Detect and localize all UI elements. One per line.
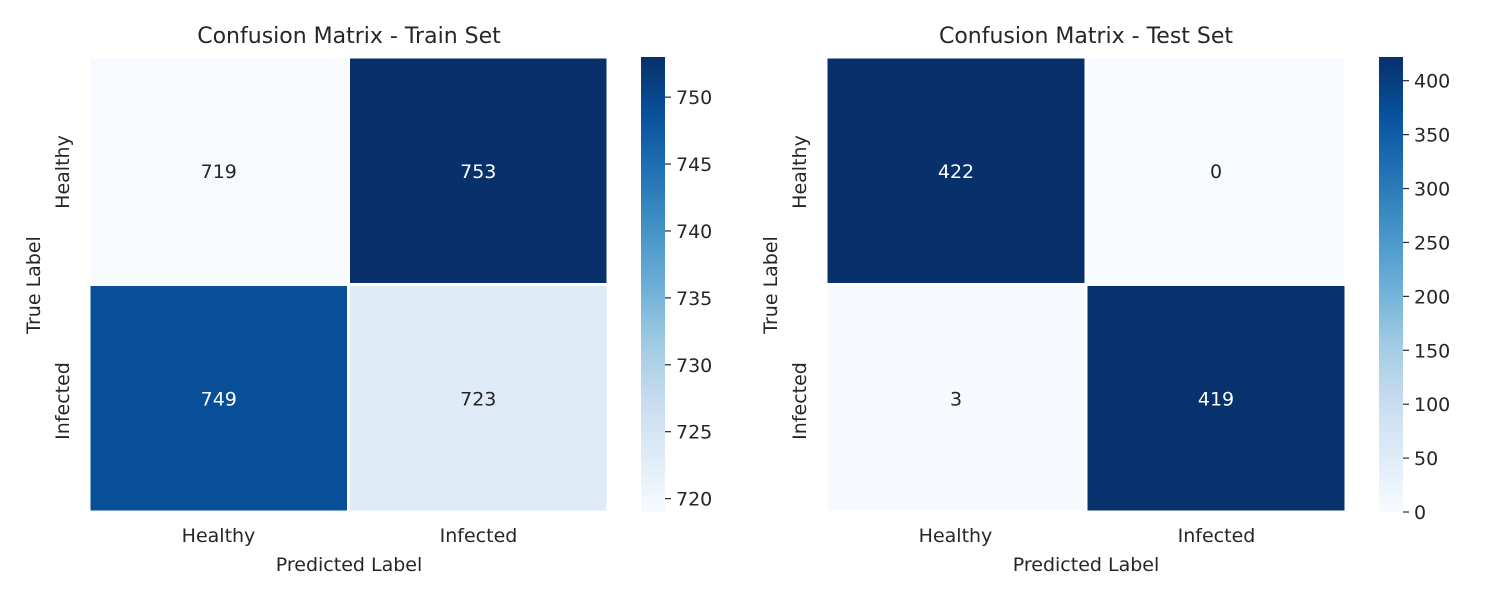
test-colorbar-tick-label: 100 — [1414, 394, 1450, 416]
test-colorbar-tick-label: 150 — [1414, 340, 1450, 362]
train-cell-infected-infected-value: 723 — [460, 388, 496, 410]
test-cell-healthy-infected — [1084, 55, 1348, 286]
test-xlabel: Predicted Label — [1013, 554, 1160, 576]
test-cell-infected-infected-value: 419 — [1198, 388, 1234, 410]
train-xtick-infected: Infected — [440, 525, 518, 547]
test-ytick-infected: Infected — [789, 362, 811, 440]
train-cell-infected-infected — [347, 283, 610, 514]
train-cell-healthy-infected — [347, 55, 610, 286]
train-ytick-healthy: Healthy — [52, 135, 74, 209]
train-colorbar — [641, 57, 665, 512]
train-cell-infected-healthy — [87, 283, 350, 514]
train-matrix-panel: Confusion Matrix - Train Set 719 753 749 72… — [23, 24, 712, 576]
train-colorbar-tick-label: 740 — [676, 221, 712, 243]
train-title: Confusion Matrix - Train Set — [197, 24, 501, 49]
test-cell-healthy-healthy — [824, 55, 1088, 286]
train-colorbar-tick-label: 745 — [676, 154, 712, 176]
train-cell-healthy-healthy-value: 719 — [201, 161, 237, 183]
test-colorbar-tick-label: 400 — [1414, 71, 1450, 93]
test-colorbar-tick-label: 200 — [1414, 286, 1450, 308]
train-ytick-infected: Infected — [52, 362, 74, 440]
test-cell-infected-healthy-value: 3 — [950, 388, 962, 410]
test-colorbar-tick-label: 350 — [1414, 125, 1450, 147]
test-ytick-healthy: Healthy — [789, 135, 811, 209]
train-ylabel: True Label — [23, 236, 45, 335]
test-cell-healthy-infected-value: 0 — [1210, 161, 1222, 183]
test-xtick-healthy: Healthy — [919, 525, 993, 547]
test-colorbar-tick-label: 50 — [1414, 448, 1438, 470]
train-colorbar-tick-label: 735 — [676, 288, 712, 310]
test-title: Confusion Matrix - Test Set — [939, 24, 1233, 49]
test-ylabel: True Label — [760, 236, 782, 335]
train-cell-infected-healthy-value: 749 — [201, 388, 237, 410]
train-colorbar-ticks: 720 725 730 735 740 745 750 — [665, 87, 712, 511]
train-xlabel: Predicted Label — [276, 554, 423, 576]
test-xtick-infected: Infected — [1178, 525, 1256, 547]
test-matrix-panel: Confusion Matrix - Test Set 422 0 3 419 Hea… — [760, 24, 1450, 576]
test-colorbar-tick-label: 250 — [1414, 232, 1450, 254]
train-colorbar-tick-label: 730 — [676, 355, 712, 377]
test-colorbar-tick-label: 0 — [1414, 502, 1426, 524]
train-colorbar-tick-label: 720 — [676, 489, 712, 511]
test-colorbar — [1379, 57, 1403, 512]
test-cells: 422 0 3 419 — [824, 55, 1348, 514]
test-colorbar-tick-label: 300 — [1414, 179, 1450, 201]
train-colorbar-tick-label: 725 — [676, 422, 712, 444]
test-colorbar-ticks: 0 50 100 150 200 250 300 350 400 — [1403, 71, 1450, 524]
train-cell-healthy-infected-value: 753 — [460, 161, 496, 183]
train-cells: 719 753 749 723 — [87, 55, 610, 514]
train-colorbar-tick-label: 750 — [676, 87, 712, 109]
train-cell-healthy-healthy — [87, 55, 350, 286]
test-cell-infected-infected — [1084, 283, 1348, 514]
train-xtick-healthy: Healthy — [182, 525, 256, 547]
test-cell-healthy-healthy-value: 422 — [938, 161, 974, 183]
